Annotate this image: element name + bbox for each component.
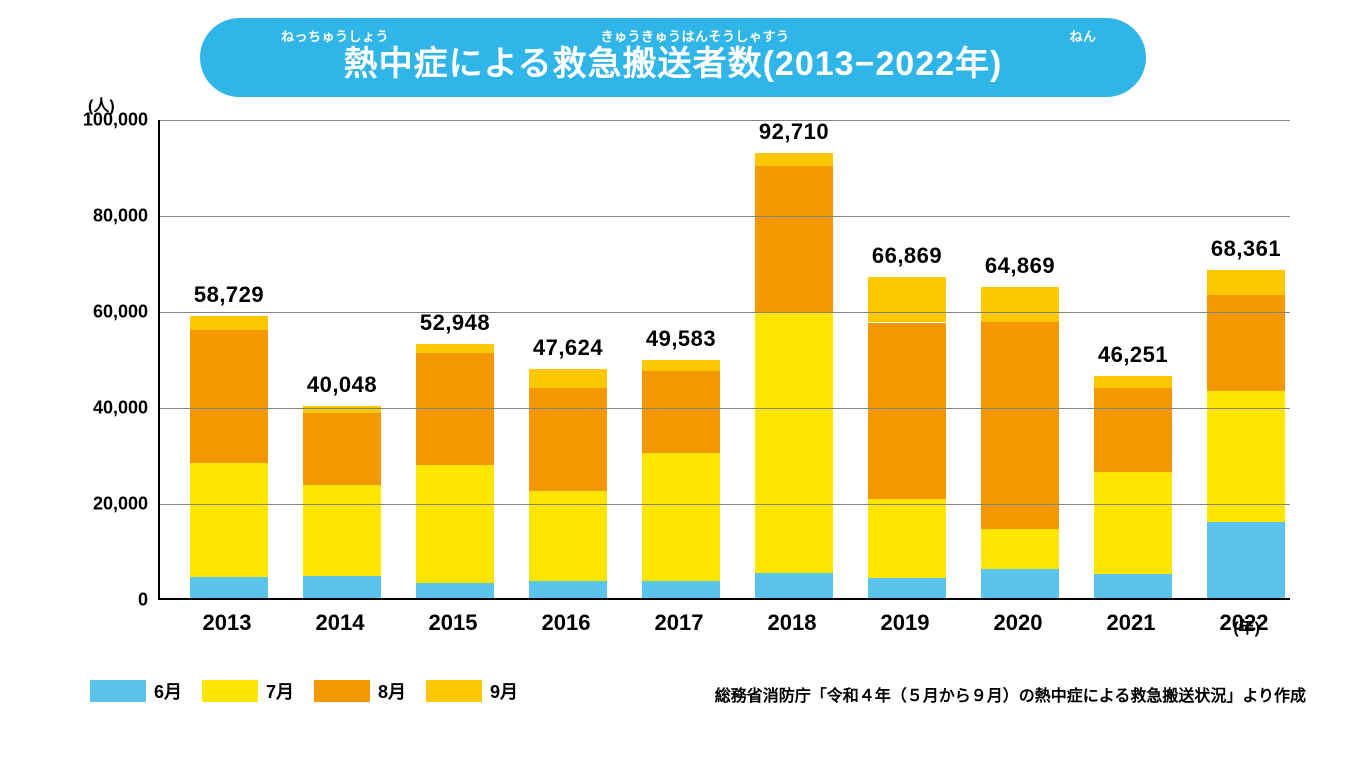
bar-segment-sep — [868, 277, 946, 322]
y-tick-label: 60,000 — [68, 302, 148, 323]
bar-total-label: 49,583 — [621, 326, 741, 352]
bar-segment-sep — [981, 287, 1059, 322]
title-ruby-part — [855, 30, 1065, 43]
bar-segment-jun — [529, 581, 607, 598]
bar-segment-jul — [416, 465, 494, 583]
bar-total-label: 40,048 — [282, 372, 402, 398]
bar-total-label: 64,869 — [960, 253, 1080, 279]
legend-label: 7月 — [266, 678, 294, 704]
bar-segment-jul — [1207, 391, 1285, 522]
bars-container: 58,729 40,048 52,94847,62449,583 92,710 66,8… — [160, 120, 1290, 598]
bar-segment-jul — [303, 485, 381, 576]
legend-swatch — [202, 680, 258, 702]
chart-area: 58,729 40,048 52,94847,62449,583 92,710 66,8… — [90, 120, 1290, 640]
legend-label: 9月 — [490, 678, 518, 704]
gridline — [160, 408, 1290, 409]
y-tick-label: 20,000 — [68, 494, 148, 515]
title-ruby: ねっちゅうしょう きゅうきゅうはんそうしゃすう ねん — [245, 30, 1101, 43]
bar-total-label: 68,361 — [1186, 236, 1306, 262]
bar-segment-aug — [529, 388, 607, 491]
bar-segment-jul — [868, 499, 946, 578]
bar-segment-sep — [416, 344, 494, 353]
bar-segment-jul — [1094, 472, 1172, 575]
title-ruby-part — [425, 30, 535, 43]
bar-total-label: 66,869 — [847, 243, 967, 269]
bar-segment-aug — [755, 166, 833, 312]
x-tick-label: 2021 — [1076, 610, 1186, 636]
gridline — [160, 216, 1290, 217]
x-axis-unit-label: (年) — [1233, 614, 1260, 638]
bar-segment-sep — [190, 316, 268, 330]
bar-segment-sep — [1094, 376, 1172, 388]
legend-swatch — [314, 680, 370, 702]
bar-segment-aug — [868, 323, 946, 500]
bar-segment-jul — [642, 453, 720, 581]
bar-segment-aug — [1094, 388, 1172, 472]
source-citation: 総務省消防庁「令和４年（５月から９月）の熱中症による救急搬送状況」より作成 — [715, 682, 1306, 706]
x-tick-label: 2017 — [624, 610, 734, 636]
x-tick-label: 2015 — [398, 610, 508, 636]
x-tick-label: 2016 — [511, 610, 621, 636]
bar-segment-jun — [190, 577, 268, 598]
legend-label: 8月 — [378, 678, 406, 704]
x-tick-label: 2020 — [963, 610, 1073, 636]
legend-label: 6月 — [154, 678, 182, 704]
bar-segment-sep — [303, 406, 381, 413]
legend-swatch — [426, 680, 482, 702]
title-ruby-part: ねん — [1065, 30, 1101, 43]
bar-segment-jun — [303, 576, 381, 598]
bar-total-label: 92,710 — [734, 119, 854, 145]
x-tick-label: 2019 — [850, 610, 960, 636]
title-main: 熱中症による救急搬送者数(2013−2022年) — [245, 47, 1101, 81]
plot-region: 58,729 40,048 52,94847,62449,583 92,710 66,8… — [158, 120, 1290, 600]
y-tick-label: 80,000 — [68, 206, 148, 227]
y-tick-label: 0 — [68, 590, 148, 611]
legend-item: 7月 — [202, 678, 294, 704]
x-tick-label: 2013 — [172, 610, 282, 636]
bar-segment-jul — [755, 312, 833, 572]
bar-segment-jun — [868, 578, 946, 598]
bar-segment-aug — [416, 353, 494, 465]
bar-segment-aug — [981, 322, 1059, 529]
bar-segment-jun — [1094, 574, 1172, 598]
bar-segment-sep — [755, 153, 833, 166]
legend: 6月 7月 8月 9月 — [90, 678, 518, 704]
gridline — [160, 312, 1290, 313]
bar-segment-jul — [190, 463, 268, 577]
title-ruby-part: ねっちゅうしょう — [245, 30, 425, 43]
legend-item: 8月 — [314, 678, 406, 704]
chart-title-container: ねっちゅうしょう きゅうきゅうはんそうしゃすう ねん 熱中症による救急搬送者数(20… — [200, 18, 1146, 97]
bar-segment-aug — [642, 371, 720, 453]
bar-segment-jun — [755, 573, 833, 598]
bar-segment-aug — [1207, 295, 1285, 391]
bar-segment-sep — [529, 369, 607, 388]
bar-segment-jun — [1207, 522, 1285, 598]
y-tick-label: 40,000 — [68, 398, 148, 419]
bar-total-label: 52,948 — [395, 310, 515, 336]
title-ruby-part: きゅうきゅうはんそうしゃすう — [535, 30, 855, 43]
x-tick-label: 2018 — [737, 610, 847, 636]
x-tick-label: 2014 — [285, 610, 395, 636]
bar-segment-sep — [1207, 270, 1285, 295]
legend-swatch — [90, 680, 146, 702]
bar-segment-sep — [642, 360, 720, 371]
bar-segment-jun — [416, 583, 494, 598]
y-tick-label: 100,000 — [68, 110, 148, 131]
bar-total-label: 58,729 — [169, 282, 289, 308]
chart-title-pill: ねっちゅうしょう きゅうきゅうはんそうしゃすう ねん 熱中症による救急搬送者数(20… — [200, 18, 1146, 97]
bar-total-label: 46,251 — [1073, 342, 1193, 368]
legend-item: 9月 — [426, 678, 518, 704]
bar-segment-jun — [981, 569, 1059, 598]
bar-segment-jun — [642, 581, 720, 598]
bar-total-label: 47,624 — [508, 335, 628, 361]
gridline — [160, 120, 1290, 121]
bar-segment-aug — [303, 413, 381, 485]
bar-segment-aug — [190, 330, 268, 463]
bar-segment-jul — [981, 529, 1059, 569]
gridline — [160, 504, 1290, 505]
legend-item: 6月 — [90, 678, 182, 704]
